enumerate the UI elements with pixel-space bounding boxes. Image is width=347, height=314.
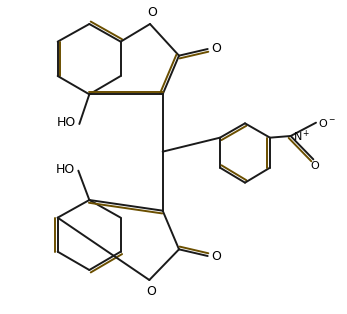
- Text: N$^+$: N$^+$: [293, 128, 310, 143]
- Text: O: O: [212, 42, 221, 56]
- Text: HO: HO: [56, 163, 75, 176]
- Text: O: O: [310, 161, 319, 171]
- Text: O$^-$: O$^-$: [318, 117, 336, 129]
- Text: O: O: [146, 285, 156, 298]
- Text: O: O: [147, 6, 157, 19]
- Text: HO: HO: [57, 116, 76, 129]
- Text: O: O: [212, 250, 221, 263]
